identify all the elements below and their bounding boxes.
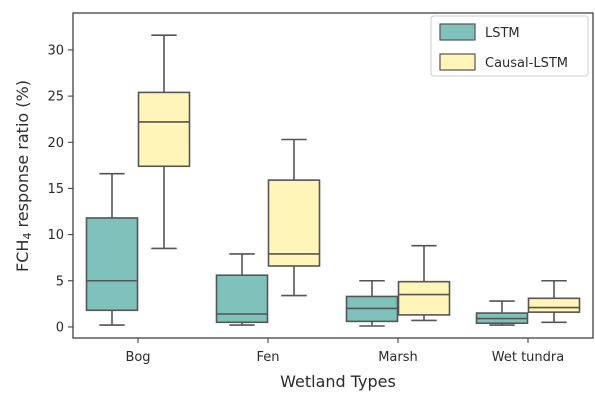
box-causal-lstm-fen (267, 138, 321, 297)
y-axis-title-main: FCH (13, 240, 32, 272)
y-axis-title-subscript: 4 (21, 233, 34, 240)
x-axis-title: Wetland Types (280, 372, 396, 391)
iqr-box (85, 217, 139, 312)
box-causal-lstm-marsh (397, 244, 451, 322)
legend-label-lstm: LSTM (485, 26, 520, 41)
iqr-box (267, 179, 321, 267)
box-lstm-bog (85, 172, 139, 326)
x-tick-label: Fen (256, 350, 279, 365)
legend: LSTM Causal-LSTM (430, 15, 589, 77)
legend-swatch-lstm (439, 23, 476, 41)
plot-frame (72, 12, 594, 339)
iqr-box (527, 297, 581, 313)
legend-swatch-causal-lstm (439, 53, 476, 71)
legend-label-causal-lstm: Causal-LSTM (485, 56, 568, 71)
plot-layer (85, 34, 581, 327)
y-tick-label: 0 (56, 320, 64, 335)
y-tick-label: 20 (47, 136, 64, 151)
x-tick-label: Wet tundra (492, 350, 564, 365)
x-tick-label: Bog (125, 350, 150, 365)
x-tick-label: Marsh (378, 350, 418, 365)
iqr-box (137, 91, 191, 168)
y-tick-label: 5 (56, 274, 64, 289)
y-tick-label: 25 (47, 90, 64, 105)
y-tick-label: 30 (47, 43, 64, 58)
box-lstm-fen (215, 253, 269, 326)
iqr-box (397, 280, 451, 316)
box-causal-lstm-wet-tundra (527, 279, 581, 324)
box-lstm-wet-tundra (475, 300, 529, 326)
y-tick-label: 10 (47, 228, 64, 243)
box-causal-lstm-bog (137, 34, 191, 250)
iqr-box (215, 274, 269, 324)
y-axis-title-rest: response ratio (%) (13, 80, 32, 233)
y-tick-label: 15 (47, 182, 64, 197)
y-axis-title: FCH4 response ratio (%) (13, 80, 34, 272)
box-lstm-marsh (345, 279, 399, 327)
axes-layer: 0 5 10 15 20 25 30 Bog Fen Marsh Wet tundra (47, 43, 564, 365)
